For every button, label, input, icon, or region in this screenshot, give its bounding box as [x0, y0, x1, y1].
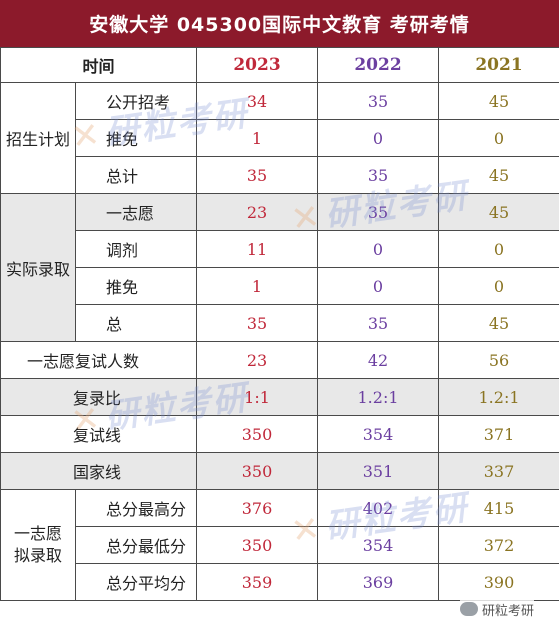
table-row: 实际录取 一志愿 23 35 45	[0, 193, 559, 342]
row-label: 复录比	[0, 378, 198, 416]
chat-bubble-icon	[460, 602, 478, 616]
cell-2023: 11	[196, 230, 319, 268]
cell-2021: 0	[438, 267, 559, 305]
cell-2021: 371	[438, 415, 559, 453]
cell-2023: 350	[196, 452, 319, 490]
cell-2021: 45	[438, 82, 559, 120]
table-row: 推免 1 0 0	[1, 267, 559, 305]
row-label: 总计	[74, 156, 198, 194]
group-label-plan: 招生计划	[0, 82, 76, 194]
cell-2023: 35	[196, 156, 319, 194]
header-year-2021: 2021	[438, 47, 559, 83]
cell-2021: 1.2:1	[438, 378, 559, 416]
row-label: 公开招考	[74, 82, 198, 120]
cell-2023: 23	[196, 193, 319, 231]
cell-2021: 372	[438, 526, 559, 564]
row-label: 复试线	[0, 415, 198, 453]
cell-2023: 350	[196, 526, 319, 564]
row-label: 推免	[74, 119, 198, 157]
cell-2021: 415	[438, 489, 559, 527]
cell-2022: 35	[317, 156, 440, 194]
cell-2021: 45	[438, 304, 559, 342]
table-row: 国家线 350 351 337	[0, 452, 559, 490]
cell-2021: 0	[438, 119, 559, 157]
cell-2023: 350	[196, 415, 319, 453]
row-label: 总分最低分	[74, 526, 198, 564]
table-row: 调剂 11 0 0	[1, 230, 559, 268]
cell-2022: 354	[317, 526, 440, 564]
row-label: 总	[74, 304, 198, 342]
cell-2022: 369	[317, 563, 440, 601]
table-row: 总分平均分 359 369 390	[1, 563, 559, 601]
cell-2023: 1	[196, 267, 319, 305]
cell-2023: 1:1	[196, 378, 319, 416]
cell-2022: 354	[317, 415, 440, 453]
row-label: 一志愿	[74, 193, 198, 231]
cell-2022: 1.2:1	[317, 378, 440, 416]
cell-2023: 23	[196, 341, 319, 379]
cell-2021: 45	[438, 156, 559, 194]
row-label: 总分最高分	[74, 489, 198, 527]
cell-2023: 376	[196, 489, 319, 527]
cell-2022: 402	[317, 489, 440, 527]
table-row: 复试线 350 354 371	[0, 415, 559, 453]
wechat-logo: 研粒考研	[460, 596, 535, 622]
cell-2022: 351	[317, 452, 440, 490]
row-label: 总分平均分	[74, 563, 198, 601]
table-row: 总计 35 35 45	[1, 156, 559, 194]
cell-2022: 35	[317, 193, 440, 231]
page-title: 安徽大学 045300国际中文教育 考研考情	[0, 0, 559, 47]
admission-table: 时间 2023 2022 2021 招生计划 公开招考 34 35 45 推免 …	[0, 47, 559, 601]
cell-2021: 0	[438, 230, 559, 268]
group-label-scores: 一志愿拟录取	[0, 489, 76, 601]
table-row: 一志愿复试人数 23 42 56	[0, 341, 559, 379]
row-label: 国家线	[0, 452, 198, 490]
table-row: 招生计划 公开招考 34 35 45	[0, 82, 559, 194]
cell-2021: 337	[438, 452, 559, 490]
cell-2023: 1	[196, 119, 319, 157]
table-row: 总分最低分 350 354 372	[1, 526, 559, 564]
header-row: 时间 2023 2022 2021	[0, 47, 559, 83]
table-row: 复录比 1:1 1.2:1 1.2:1	[0, 378, 559, 416]
cell-2022: 42	[317, 341, 440, 379]
cell-2022: 0	[317, 119, 440, 157]
corner-logo-text: 研粒考研	[482, 603, 535, 619]
table-row: 推免 1 0 0	[1, 119, 559, 157]
row-label: 一志愿复试人数	[0, 341, 198, 379]
cell-2022: 0	[317, 267, 440, 305]
row-label: 调剂	[74, 230, 198, 268]
table-row: 总 35 35 45	[1, 304, 559, 342]
row-label: 推免	[74, 267, 198, 305]
header-year-2022: 2022	[317, 47, 440, 83]
cell-2021: 56	[438, 341, 559, 379]
group-label-admit: 实际录取	[0, 193, 76, 342]
header-year-2023: 2023	[196, 47, 319, 83]
cell-2022: 0	[317, 230, 440, 268]
table-row: 一志愿拟录取 总分最高分 376 402 415	[0, 489, 559, 601]
cell-2023: 35	[196, 304, 319, 342]
cell-2022: 35	[317, 304, 440, 342]
header-time: 时间	[0, 47, 198, 83]
cell-2022: 35	[317, 82, 440, 120]
cell-2021: 45	[438, 193, 559, 231]
cell-2023: 359	[196, 563, 319, 601]
cell-2021: 390	[438, 563, 559, 601]
cell-2023: 34	[196, 82, 319, 120]
